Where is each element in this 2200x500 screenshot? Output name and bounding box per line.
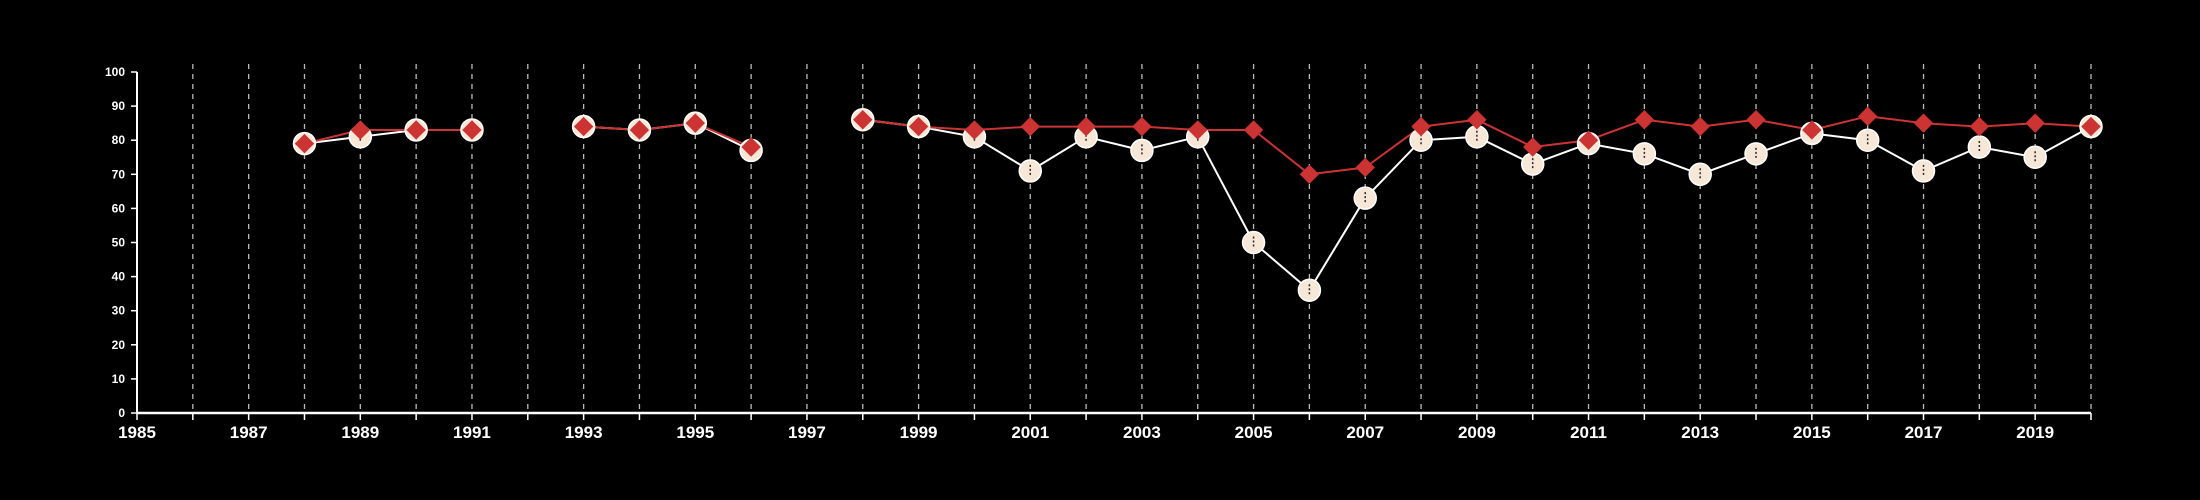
x-tick-label-1995: 1995 [676,423,714,442]
series-2-point-2013 [1690,116,1710,137]
series-2-point-1996 [741,137,761,157]
y-tick-label-100: 100 [105,65,125,79]
y-tick-label-10: 10 [112,372,126,386]
series-2-point-2016 [1857,106,1878,127]
x-tick-label-2011: 2011 [1570,423,1607,442]
series-2-point-2005 [1243,120,1264,140]
x-tick-label-2013: 2013 [1681,423,1719,442]
series-2-point-2015 [1802,120,1822,140]
x-tick-label-2003: 2003 [1123,423,1161,442]
series-2-point-2008 [1411,116,1431,137]
series-2-point-2020 [2081,116,2101,137]
x-tick-label-2019: 2019 [2016,423,2054,442]
series-2-point-2010 [1523,137,1543,157]
series-2-point-1999 [908,116,929,137]
series-2-line-1 [583,122,752,148]
x-tick-label-1991: 1991 [453,423,491,442]
x-tick-label-1997: 1997 [788,423,826,442]
y-tick-label-80: 80 [112,133,126,147]
x-tick-label-2001: 2001 [1011,423,1049,442]
series-2-point-2014 [1746,110,1766,130]
series-2-point-2012 [1634,110,1655,130]
series-2-point-2009 [1467,110,1487,130]
series-2-point-2018 [1969,116,1990,137]
x-tick-label-2017: 2017 [1905,423,1943,442]
y-tick-label-60: 60 [112,201,126,215]
series-2-point-1993 [573,116,594,137]
x-tick-label-1987: 1987 [230,423,268,442]
x-tick-label-2015: 2015 [1793,423,1831,442]
series-2-point-1991 [462,120,482,140]
y-tick-label-70: 70 [112,167,126,181]
series-2-point-2001 [1020,116,1040,137]
x-tick-label-2007: 2007 [1346,423,1384,442]
series-2-point-2002 [1076,116,1096,137]
series-2-point-2004 [1188,120,1208,140]
x-tick-label-1993: 1993 [565,423,603,442]
y-tick-label-0: 0 [118,406,125,420]
x-tick-label-2009: 2009 [1458,423,1496,442]
series-2-point-2019 [2025,113,2045,133]
series-2-point-1998 [853,110,873,130]
series [292,106,2103,302]
x-tick-label-1999: 1999 [900,423,938,442]
series-2-point-1990 [406,120,426,140]
grid-lines [192,64,2092,413]
series-2-point-1989 [350,120,371,140]
series-2-point-2003 [1132,116,1152,137]
series-2-point-2006 [1299,164,1320,185]
y-tick-label-90: 90 [112,99,126,113]
series-2-point-1988 [294,133,315,154]
axes: 0 10 20 30 40 50 60 70 80 90 100 1985 1987 1989 1991 19… [105,65,2092,442]
y-tick-label-40: 40 [112,270,126,284]
series-2-point-2007 [1355,157,1375,178]
series-2-point-2000 [964,120,985,140]
series-2-line-0 [304,129,472,145]
series-2-point-1994 [629,120,650,140]
x-tick-label-1989: 1989 [341,423,379,442]
x-tick-label-1985: 1985 [118,423,156,442]
x-tick-label-2005: 2005 [1235,423,1273,442]
y-tick-label-50: 50 [112,236,126,250]
series-2-point-2017 [1913,113,1934,133]
y-tick-label-30: 30 [112,304,126,318]
series-2-point-1995 [685,113,705,133]
y-tick-label-20: 20 [112,338,126,352]
series-2-point-2011 [1578,130,1599,150]
